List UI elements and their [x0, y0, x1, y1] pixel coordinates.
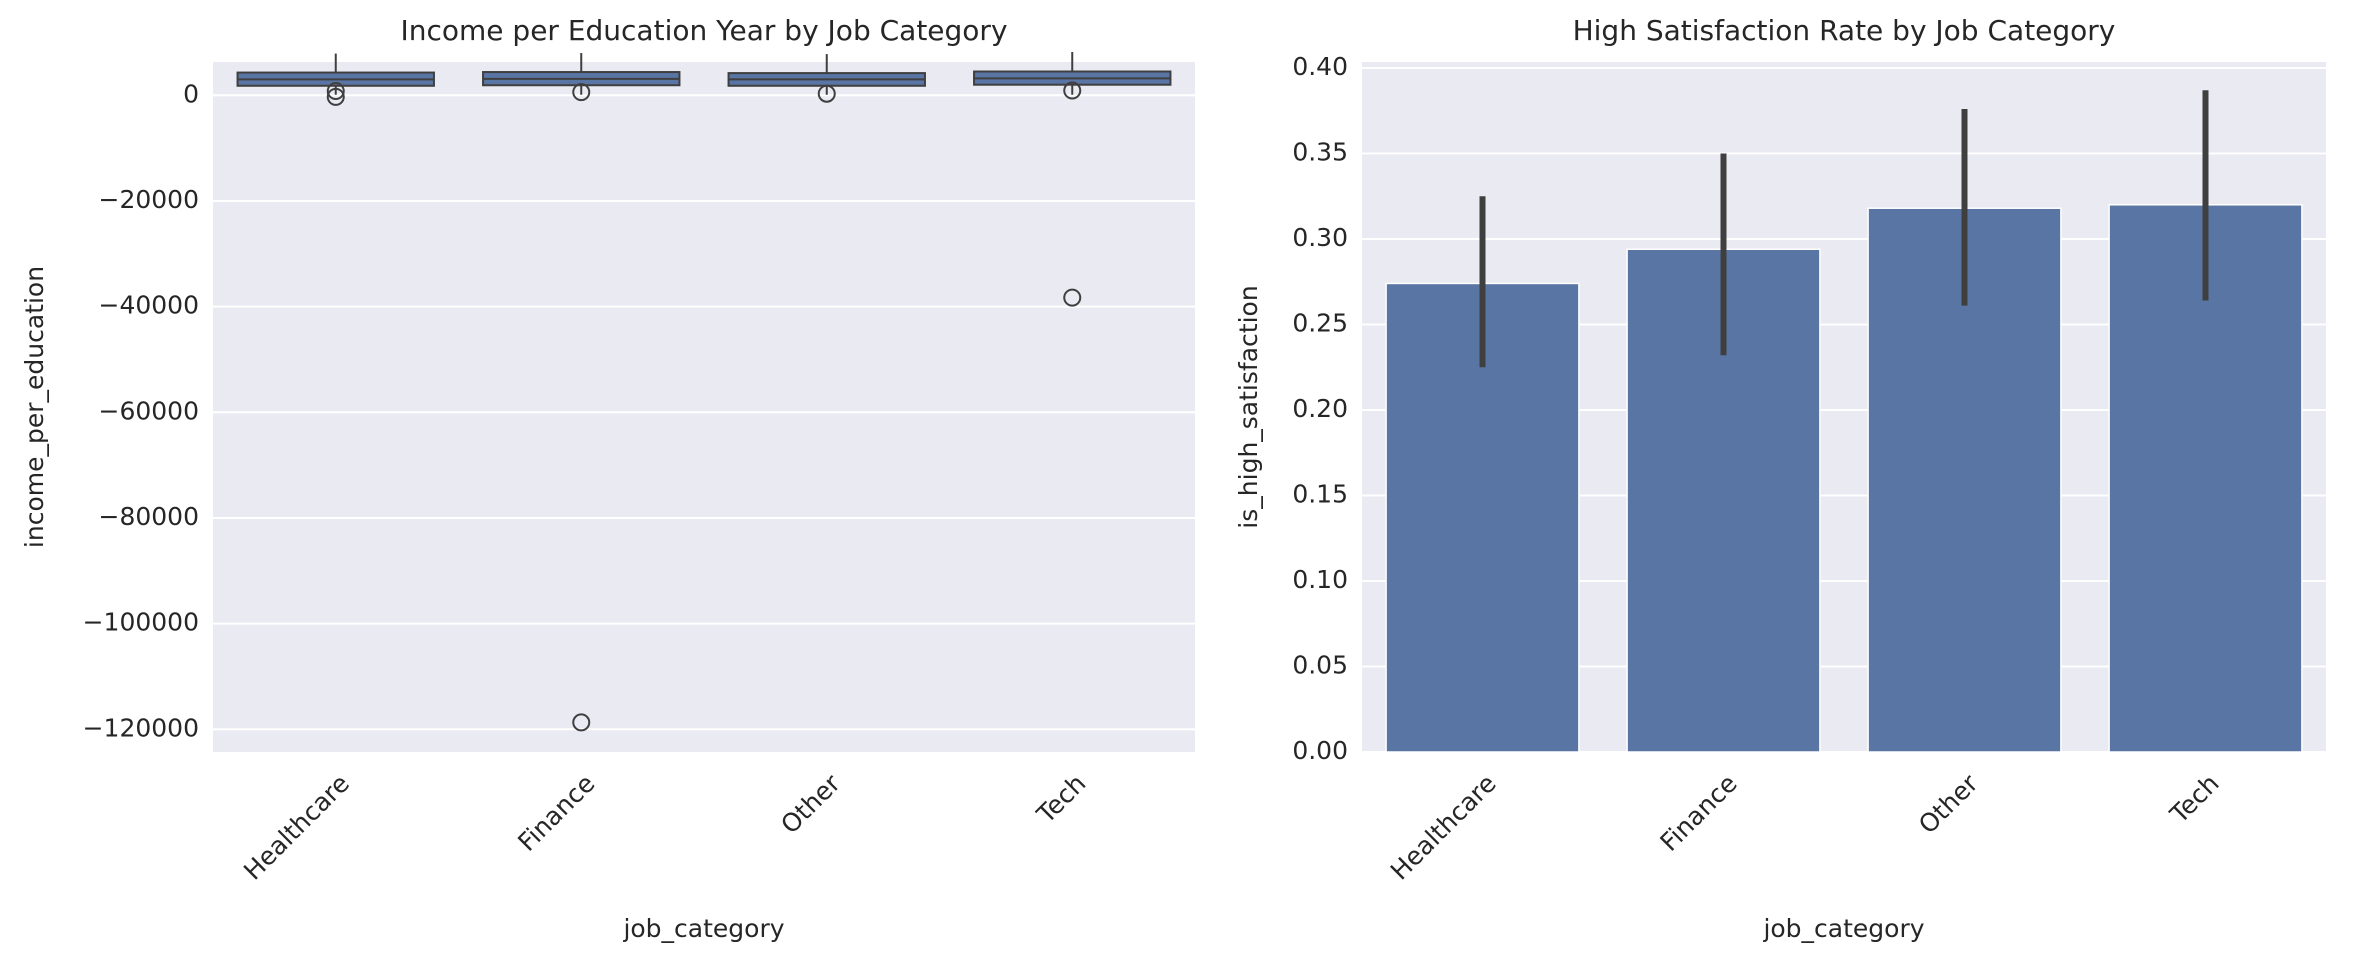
y-tick-label: 0.30: [1292, 223, 1348, 252]
x-tick-label: Finance: [512, 769, 600, 857]
y-axis-label: income_per_education: [20, 266, 49, 548]
y-tick-label: −40000: [99, 291, 199, 320]
x-tick-label: Healthcare: [238, 769, 355, 886]
x-axis-label: job_category: [622, 914, 784, 943]
y-tick-label: −20000: [99, 185, 199, 214]
y-tick-label: 0.00: [1292, 736, 1348, 765]
chart-title: High Satisfaction Rate by Job Category: [1573, 14, 2116, 47]
y-tick-label: 0.25: [1292, 308, 1348, 337]
outlier: [817, 84, 836, 103]
x-axis-label: job_category: [1762, 914, 1924, 943]
y-axis-label: is_high_satisfaction: [1234, 285, 1263, 528]
chart-title: Income per Education Year by Job Categor…: [400, 14, 1007, 47]
x-tick-label: Healthcare: [1385, 769, 1502, 886]
outlier: [1063, 81, 1082, 100]
y-tick-label: −80000: [99, 502, 199, 531]
x-tick-label: Tech: [1031, 769, 1092, 830]
y-tick-label: 0.40: [1292, 52, 1348, 81]
y-tick-label: 0.05: [1292, 650, 1348, 679]
x-tick-label: Finance: [1655, 769, 1743, 857]
outlier: [326, 82, 345, 101]
y-tick-label: −120000: [83, 713, 199, 742]
x-tick-label: Tech: [2164, 769, 2225, 830]
y-tick-label: −60000: [99, 396, 199, 425]
outlier: [1063, 288, 1082, 307]
x-tick-label: Other: [1913, 768, 1984, 839]
outlier: [572, 83, 591, 102]
x-tick-label: Other: [775, 768, 846, 839]
y-tick-label: 0.15: [1292, 479, 1348, 508]
y-tick-label: −100000: [83, 608, 199, 637]
plot-area: [213, 62, 1195, 752]
outlier: [572, 713, 591, 732]
y-tick-label: 0.35: [1292, 137, 1348, 166]
y-tick-label: 0.10: [1292, 565, 1348, 594]
outlier: [326, 87, 345, 106]
y-tick-label: 0.20: [1292, 394, 1348, 423]
y-tick-label: 0: [183, 79, 199, 108]
